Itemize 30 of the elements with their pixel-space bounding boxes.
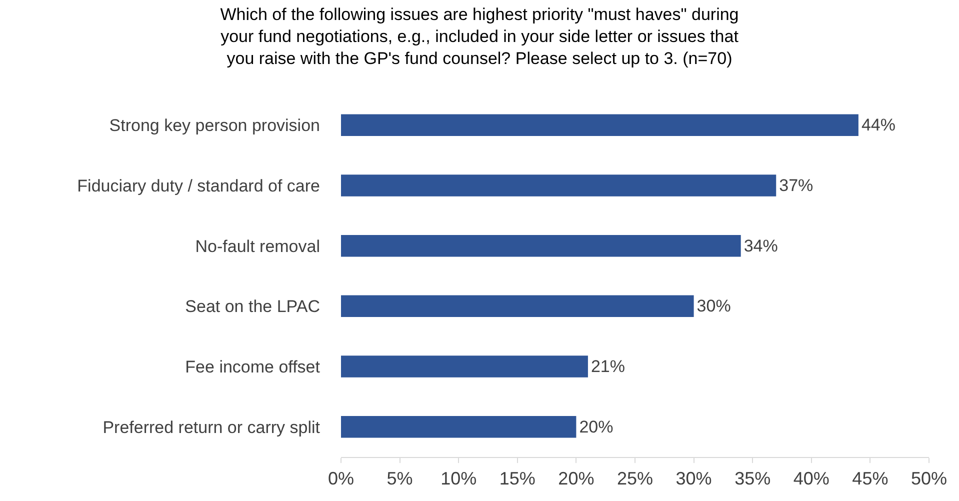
y-tick-label: No-fault removal bbox=[195, 236, 320, 256]
bar bbox=[341, 416, 576, 438]
x-tick-label: 50% bbox=[910, 468, 948, 489]
x-tick-label: 40% bbox=[793, 468, 830, 489]
x-tick-label: 0% bbox=[328, 468, 354, 489]
y-tick-label: Strong key person provision bbox=[109, 116, 320, 136]
chart-title: Which of the following issues are highest priority "must haves" during your fund negotiations, e.g., included in your side letter or issues that you raise with the GP's fund counsel? Please select up to 3. (n=70) bbox=[220, 5, 739, 68]
bar bbox=[341, 174, 776, 196]
y-tick-label: Fee income offset bbox=[185, 357, 320, 376]
x-tick-label: 30% bbox=[676, 468, 712, 489]
x-tick-label: 35% bbox=[734, 468, 771, 489]
y-tick-label: Preferred return or carry split bbox=[102, 418, 320, 437]
x-tick-label: 15% bbox=[499, 468, 536, 489]
data-label: 30% bbox=[696, 296, 731, 316]
x-tick-label: 45% bbox=[852, 468, 888, 489]
x-tick-label: 10% bbox=[440, 468, 477, 489]
data-label: 37% bbox=[779, 176, 814, 195]
bar bbox=[341, 356, 588, 378]
data-label: 44% bbox=[861, 116, 896, 135]
bar bbox=[341, 234, 741, 257]
x-tick-label: 5% bbox=[386, 468, 413, 489]
x-tick-label: 20% bbox=[558, 468, 594, 489]
bar bbox=[341, 114, 858, 136]
data-label: 21% bbox=[590, 357, 625, 376]
x-tick-label: 25% bbox=[616, 468, 654, 489]
y-tick-label: Seat on the LPAC bbox=[185, 297, 320, 316]
data-label: 34% bbox=[744, 236, 778, 256]
y-tick-label: Fiduciary duty / standard of care bbox=[77, 176, 320, 196]
bar bbox=[341, 295, 694, 318]
data-label: 20% bbox=[579, 417, 614, 436]
